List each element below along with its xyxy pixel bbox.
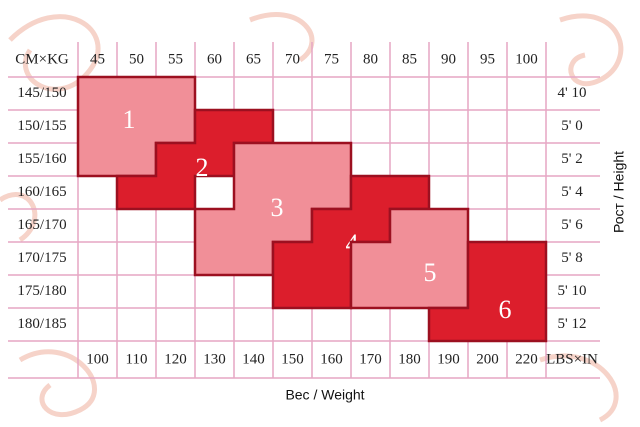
size-region: [427, 240, 548, 343]
ft-label: 5' 8: [561, 250, 582, 266]
cm-label: 175/180: [17, 283, 66, 299]
cm-label: 180/185: [17, 316, 66, 332]
kg-label: 55: [168, 51, 183, 67]
ft-label: 5' 0: [561, 118, 582, 134]
ft-label: 5' 4: [561, 184, 583, 200]
cm-label: 155/160: [17, 151, 66, 167]
lbs-label: 160: [320, 351, 343, 367]
lbs-label: 110: [126, 351, 148, 367]
cm-label: 170/175: [17, 250, 66, 266]
size-number: 3: [271, 193, 284, 222]
kg-label: 80: [363, 51, 378, 67]
lbs-in-label: LBS×IN: [546, 351, 598, 367]
kg-label: 90: [441, 51, 456, 67]
ft-label: 5' 10: [558, 283, 587, 299]
lbs-label: 120: [164, 351, 187, 367]
corner-label: CM×KG: [15, 51, 69, 67]
lbs-label: 220: [515, 351, 538, 367]
lbs-label: 190: [437, 351, 460, 367]
kg-label: 70: [285, 51, 300, 67]
lbs-label: 130: [203, 351, 226, 367]
size-regions: 123456: [76, 75, 548, 343]
kg-label: 50: [129, 51, 144, 67]
size-number: 1: [123, 105, 136, 134]
lbs-label: 200: [476, 351, 499, 367]
lbs-label: 140: [242, 351, 265, 367]
size-number: 2: [196, 153, 209, 182]
kg-label: 100: [515, 51, 538, 67]
cm-label: 165/170: [17, 217, 66, 233]
cm-label: 160/165: [17, 184, 66, 200]
cm-label: 150/155: [17, 118, 66, 134]
kg-label: 85: [402, 51, 417, 67]
kg-label: 45: [90, 51, 105, 67]
lbs-label: 170: [359, 351, 382, 367]
lbs-label: 100: [86, 351, 109, 367]
kg-label: 95: [480, 51, 495, 67]
ft-label: 5' 6: [561, 217, 583, 233]
ft-label: 5' 2: [561, 151, 582, 167]
y-axis-label: Рост / Height: [611, 151, 627, 233]
size-number: 6: [499, 295, 512, 324]
ft-label: 5' 12: [558, 316, 587, 332]
lbs-label: 150: [281, 351, 304, 367]
x-axis-label: Вес / Weight: [285, 387, 364, 403]
labels: CM×KG 45 50 55 60 65 70 75 80 85 90 95 100145/150150…: [15, 51, 598, 367]
cm-label: 145/150: [17, 85, 66, 101]
lbs-label: 180: [398, 351, 421, 367]
size-region: [349, 207, 470, 310]
kg-label: 75: [324, 51, 339, 67]
kg-label: 60: [207, 51, 222, 67]
kg-label: 65: [246, 51, 261, 67]
size-number: 5: [424, 258, 437, 287]
ft-label: 4' 10: [558, 85, 587, 101]
